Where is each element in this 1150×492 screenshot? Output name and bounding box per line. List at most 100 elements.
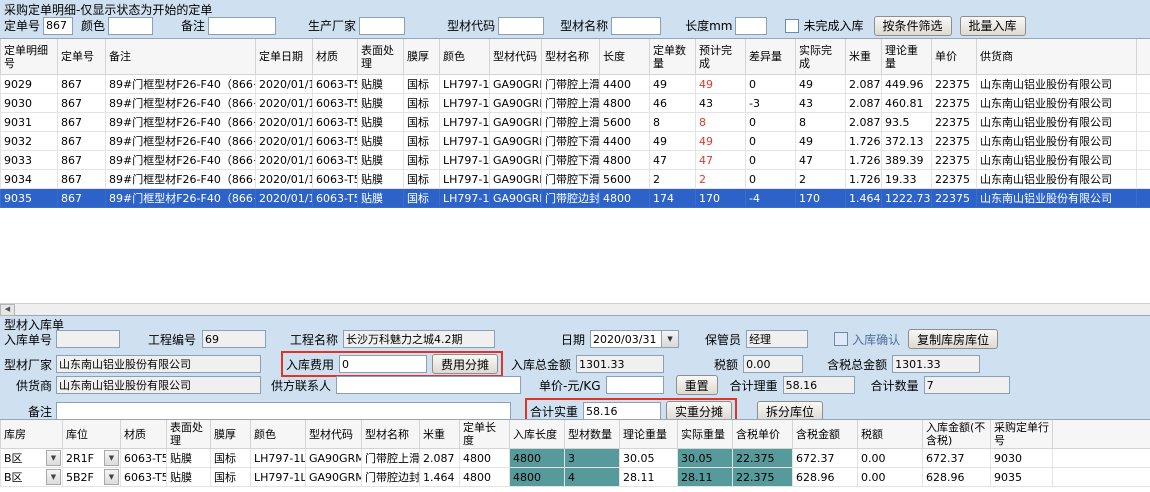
total-actual-weight-input[interactable] xyxy=(583,402,662,420)
fee-share-button[interactable]: 费用分摊 xyxy=(432,354,499,374)
total-with-tax-input[interactable] xyxy=(892,355,981,373)
column-header[interactable]: 定单明细号 xyxy=(0,39,58,75)
table-row[interactable]: B区▼5B2F▼6063-T5贴膜国标LH797-1LL0GA90GRM05门带… xyxy=(0,467,1150,487)
scroll-left-icon[interactable]: ◀ xyxy=(0,303,15,316)
project-no-label: 工程编号 xyxy=(148,332,197,347)
column-header[interactable]: 材质 xyxy=(120,420,167,449)
column-header[interactable]: 材质 xyxy=(312,39,358,75)
column-header[interactable]: 定单数量 xyxy=(649,39,696,75)
column-header[interactable]: 税额 xyxy=(857,420,923,449)
column-header[interactable]: 表面处理 xyxy=(166,420,211,449)
filter-by-condition-button[interactable]: 按条件筛选 xyxy=(873,15,952,36)
total-theory-weight-label: 合计理重 xyxy=(729,378,778,393)
table-row[interactable]: 903386789#门框型材F26-F40（866+867）2020/01/13… xyxy=(0,150,1150,170)
column-header[interactable]: 型材名称 xyxy=(361,420,420,449)
horizontal-scrollbar[interactable]: ◀ xyxy=(0,303,1150,316)
project-no-input[interactable] xyxy=(202,330,267,348)
length-input[interactable] xyxy=(735,16,768,35)
order-no-input[interactable] xyxy=(43,16,74,35)
keeper-input[interactable] xyxy=(746,330,809,348)
batch-inbound-button[interactable]: 批量入库 xyxy=(959,15,1026,36)
dropdown-arrow-icon[interactable]: ▼ xyxy=(104,469,119,485)
actual-weight-highlight-box: 合计实重 实重分摊 xyxy=(525,398,738,424)
column-header[interactable]: 库位 xyxy=(62,420,121,449)
actual-weight-share-button[interactable]: 实重分摊 xyxy=(666,401,733,421)
dropdown-arrow-icon[interactable]: ▼ xyxy=(104,450,119,466)
column-header[interactable]: 理论重量 xyxy=(881,39,932,75)
column-header[interactable]: 实际重量 xyxy=(677,420,733,449)
table-row[interactable]: 903286789#门框型材F26-F40（866+867）2020/01/13… xyxy=(0,131,1150,151)
column-header[interactable]: 型材数量 xyxy=(564,420,620,449)
table-row[interactable]: B区▼2R1F▼6063-T5贴膜国标LH797-1LL0GA90GRM03门带… xyxy=(0,448,1150,468)
column-header[interactable]: 库房 xyxy=(0,420,63,449)
column-header[interactable]: 膜厚 xyxy=(210,420,251,449)
column-header[interactable]: 含税金额 xyxy=(792,420,858,449)
column-header[interactable]: 颜色 xyxy=(250,420,306,449)
table-row[interactable]: 902986789#门框型材F26-F40（866+867）2020/01/13… xyxy=(0,74,1150,94)
fee-input[interactable] xyxy=(339,355,428,373)
table-row[interactable]: 903186789#门框型材F26-F40（866+867）2020/01/13… xyxy=(0,112,1150,132)
dropdown-arrow-icon[interactable]: ▼ xyxy=(46,450,61,466)
column-header[interactable]: 米重 xyxy=(419,420,460,449)
supplier-contact-input[interactable] xyxy=(336,376,522,394)
column-header[interactable] xyxy=(1136,39,1150,75)
inbound-remark-input[interactable] xyxy=(56,402,511,420)
profile-name-label: 型材名称 xyxy=(560,19,609,33)
column-header[interactable]: 单价 xyxy=(931,39,977,75)
project-name-input[interactable] xyxy=(343,330,496,348)
column-header[interactable]: 入库金额(不含税) xyxy=(922,420,991,449)
column-header[interactable]: 定单号 xyxy=(57,39,106,75)
column-header[interactable]: 型材代码 xyxy=(305,420,362,449)
total-amount-input[interactable] xyxy=(576,355,665,373)
table-row[interactable]: 903086789#门框型材F26-F40（866+867）2020/01/13… xyxy=(0,93,1150,113)
column-header[interactable] xyxy=(1052,420,1150,449)
column-header[interactable]: 理论重量 xyxy=(619,420,678,449)
column-header[interactable]: 预计完成 xyxy=(695,39,746,75)
profile-name-input[interactable] xyxy=(611,16,662,35)
column-header[interactable]: 备注 xyxy=(105,39,256,75)
column-header[interactable]: 长度 xyxy=(599,39,650,75)
date-picker[interactable]: ▼ xyxy=(590,330,680,348)
column-header[interactable]: 供货商 xyxy=(976,39,1137,75)
total-with-tax-label: 含税总金额 xyxy=(827,357,888,372)
inbound-confirm-label: 入库确认 xyxy=(852,332,901,347)
column-header[interactable]: 表面处理 xyxy=(357,39,404,75)
copy-location-button[interactable]: 复制库房库位 xyxy=(908,329,999,349)
inbound-no-input[interactable] xyxy=(56,330,120,348)
color-input[interactable] xyxy=(108,16,154,35)
supplier-input[interactable] xyxy=(56,376,261,394)
dropdown-arrow-icon[interactable]: ▼ xyxy=(46,469,61,485)
column-header[interactable]: 颜色 xyxy=(439,39,490,75)
selected-row[interactable]: 903586789#门框型材F26-F40（866+867）2020/01/13… xyxy=(0,188,1150,208)
total-qty-input[interactable] xyxy=(923,376,1010,394)
order-no-label: 定单号 xyxy=(4,19,41,33)
unfinished-inbound-checkbox[interactable] xyxy=(785,18,800,33)
inbound-no-label: 入库单号 xyxy=(3,332,52,347)
split-location-button[interactable]: 拆分库位 xyxy=(757,401,824,421)
column-header[interactable]: 米重 xyxy=(845,39,882,75)
table-row[interactable]: 903486789#门框型材F26-F40（866+867）2020/01/13… xyxy=(0,169,1150,189)
manufacturer-input[interactable] xyxy=(359,16,406,35)
column-header[interactable]: 型材名称 xyxy=(541,39,600,75)
column-header[interactable]: 采购定单行号 xyxy=(990,420,1053,449)
factory-input[interactable] xyxy=(56,355,261,373)
calendar-dropdown-icon[interactable]: ▼ xyxy=(662,330,680,348)
column-header[interactable]: 实际完成 xyxy=(795,39,846,75)
column-header[interactable]: 定单长度 xyxy=(459,420,510,449)
column-header[interactable]: 入库长度 xyxy=(509,420,565,449)
column-header[interactable]: 型材代码 xyxy=(489,39,542,75)
column-header[interactable]: 膜厚 xyxy=(403,39,440,75)
column-header[interactable]: 定单日期 xyxy=(255,39,313,75)
total-theory-weight-input[interactable] xyxy=(782,376,855,394)
inbound-form-row-1: 入库单号 工程编号 工程名称 日期 ▼ 保管员 入库确认 复制库房库位 xyxy=(0,329,1150,349)
column-header[interactable]: 差异量 xyxy=(745,39,796,75)
reset-button[interactable]: 重置 xyxy=(675,375,718,395)
column-header[interactable]: 含税单价 xyxy=(732,420,793,449)
profile-code-input[interactable] xyxy=(498,16,545,35)
date-input[interactable] xyxy=(590,330,663,348)
remark-input[interactable] xyxy=(208,16,277,35)
tax-label: 税额 xyxy=(714,357,739,372)
inbound-confirm-checkbox[interactable] xyxy=(834,332,849,346)
tax-input[interactable] xyxy=(743,355,804,373)
unit-price-input[interactable] xyxy=(605,376,664,394)
